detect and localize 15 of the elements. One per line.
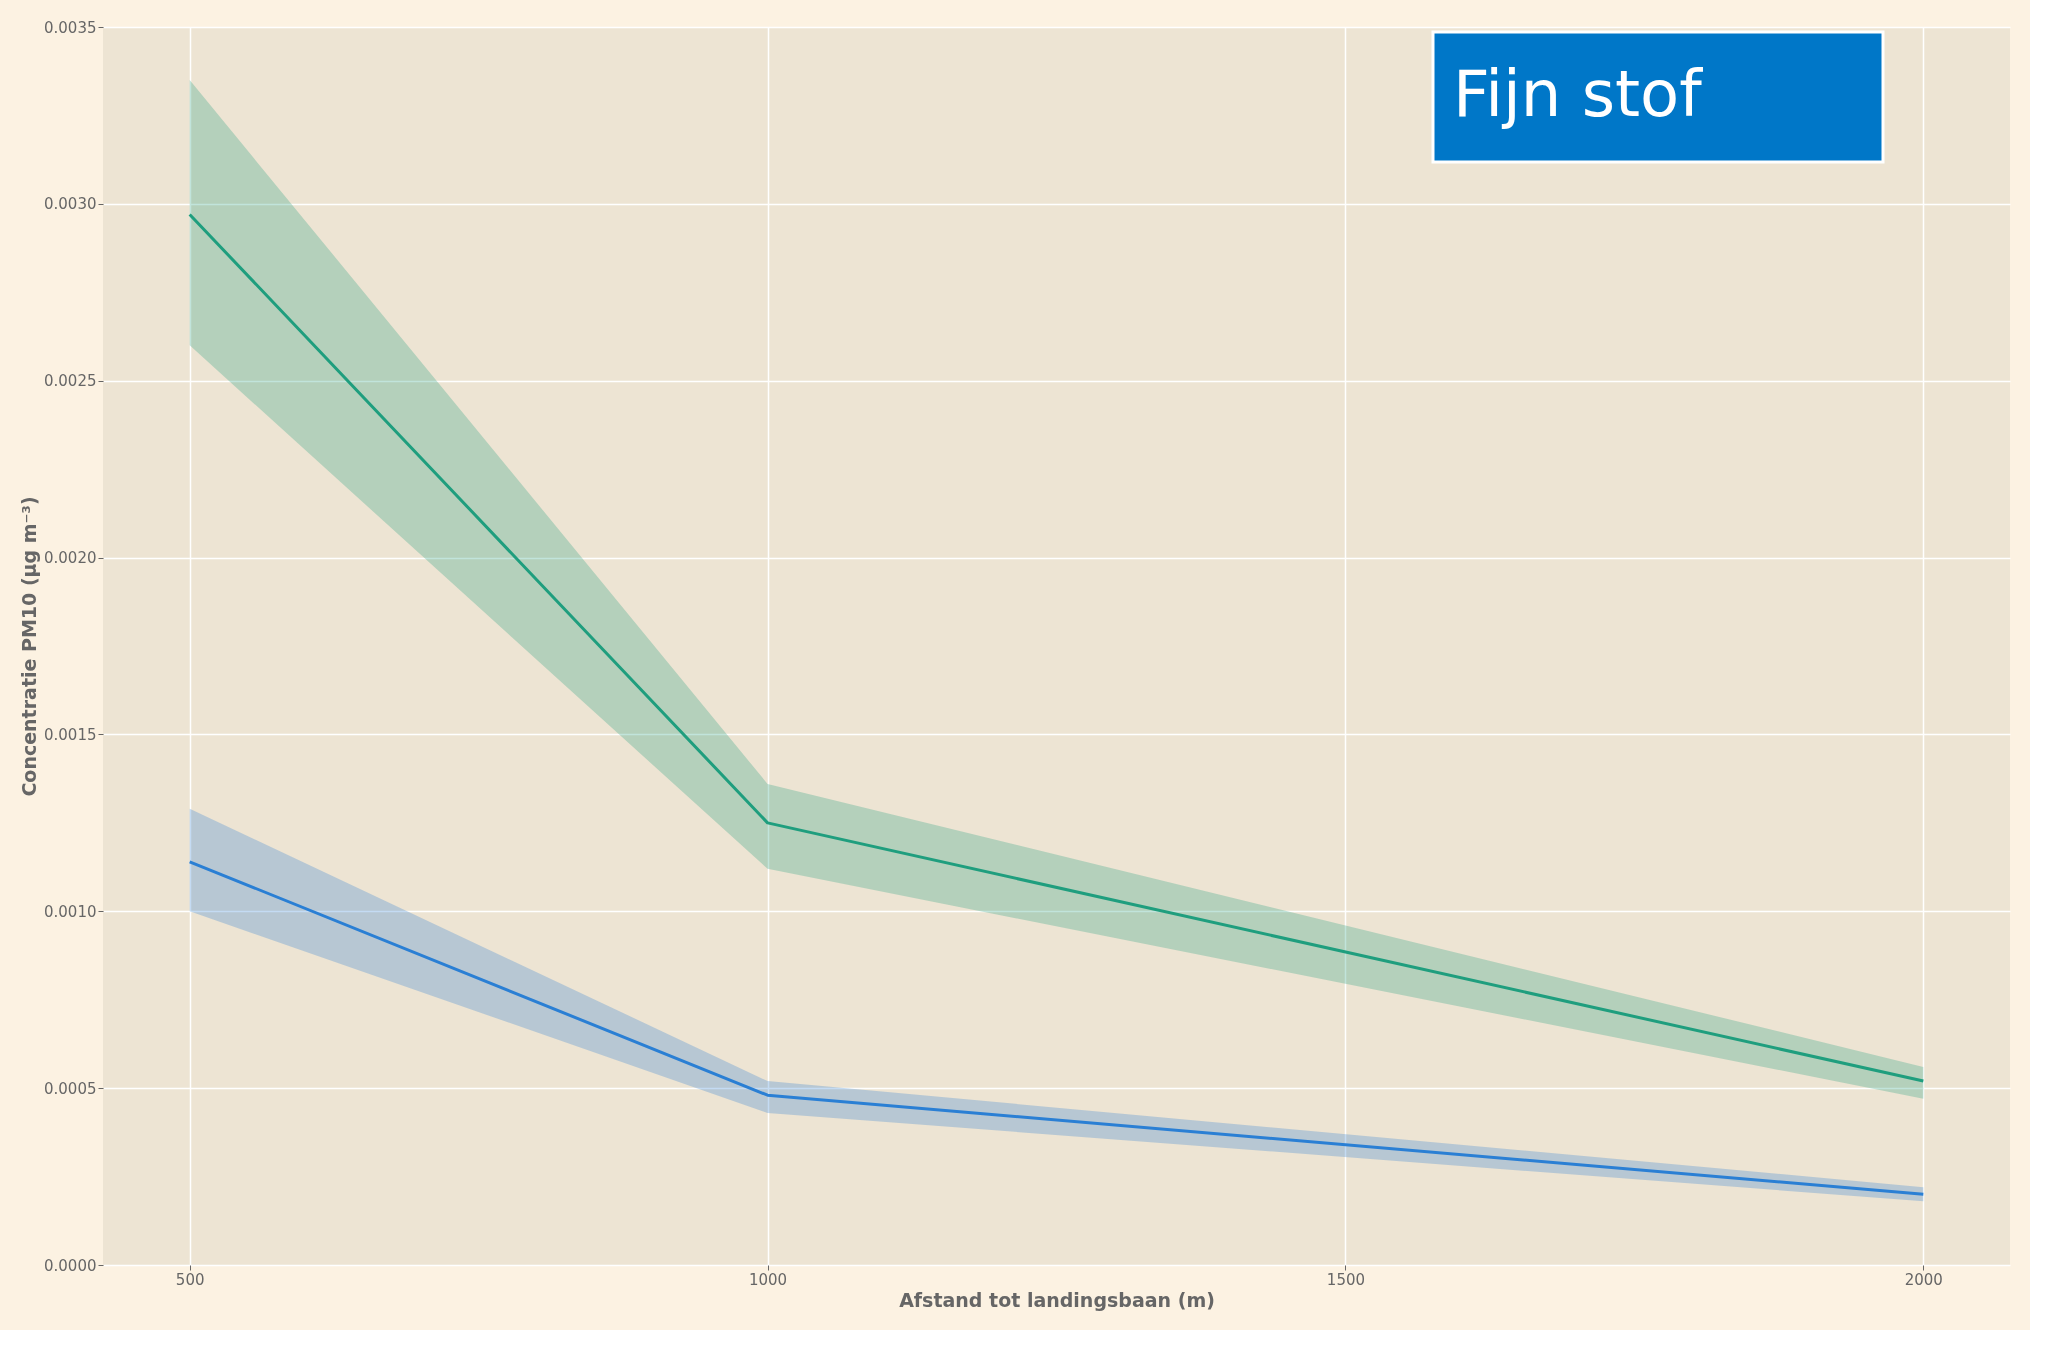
x-tick-label: 1000 xyxy=(748,1270,788,1289)
x-axis-title: Afstand tot landingsbaan (m) xyxy=(899,1288,1215,1311)
y-tick-label: 0.0025 xyxy=(44,372,97,391)
y-tick-label: 0.0035 xyxy=(44,18,97,37)
x-tick-label: 500 xyxy=(175,1270,205,1289)
y-tick-label: 0.0010 xyxy=(44,902,97,921)
y-tick-label: 0.0015 xyxy=(44,725,97,744)
x-tick-label: 2000 xyxy=(1904,1270,1943,1289)
y-tick-label: 0.0020 xyxy=(44,549,97,568)
y-tick-label: 0.0030 xyxy=(44,195,97,214)
x-tick-label: 1500 xyxy=(1326,1270,1366,1289)
text: Fijn stof xyxy=(1453,57,1704,131)
y-tick-label: 0.0000 xyxy=(44,1256,97,1275)
y-tick-label: 0.0005 xyxy=(44,1079,97,1098)
y-axis-title: Concentratie PM10 (µg m⁻³) xyxy=(18,496,41,797)
